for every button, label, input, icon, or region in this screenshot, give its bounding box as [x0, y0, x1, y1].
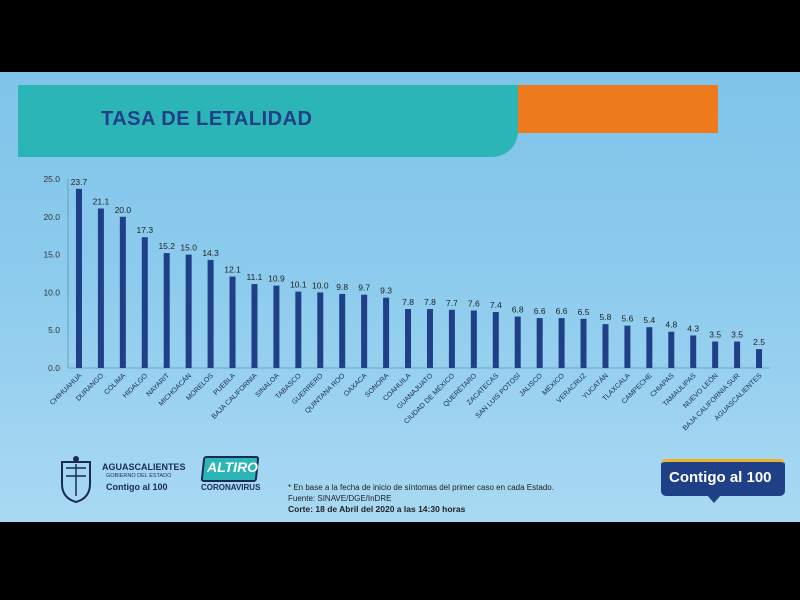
data-label: 9.7 [358, 283, 370, 293]
bar [602, 324, 609, 368]
bar [646, 327, 653, 368]
data-label: 20.0 [115, 205, 132, 215]
bar [339, 293, 346, 368]
ags-contigo: Contigo al 100 [106, 482, 168, 492]
contigo-badge-tail [707, 495, 721, 503]
bar [756, 349, 763, 368]
data-label: 7.4 [490, 300, 502, 310]
x-tick-label: BAJA CALIFORNIA [211, 372, 259, 420]
footer-cut: Corte: 18 de Abril del 2020 a las 14:30 … [288, 504, 466, 514]
data-label: 5.6 [621, 314, 633, 324]
data-label: 3.5 [731, 330, 743, 340]
bar [492, 312, 499, 368]
x-tick-label: HIDALGO [122, 372, 150, 400]
bar [712, 341, 719, 368]
bar [514, 316, 521, 368]
bar [470, 310, 477, 368]
bar [141, 237, 148, 368]
data-label: 23.7 [71, 177, 88, 187]
data-label: 6.5 [578, 307, 590, 317]
contigo-badge: Contigo al 100 [661, 459, 785, 496]
data-label: 7.8 [424, 297, 436, 307]
data-label: 14.3 [202, 248, 219, 258]
x-tick-label: QUINTANA ROO [304, 372, 347, 415]
y-tick-label: 15.0 [43, 250, 60, 260]
data-label: 17.3 [137, 225, 154, 235]
y-tick-label: 10.0 [43, 287, 60, 297]
data-label: 5.4 [643, 315, 655, 325]
bar [163, 253, 170, 368]
data-label: 2.5 [753, 337, 765, 347]
bar [251, 284, 258, 368]
bar [119, 216, 126, 368]
data-label: 6.6 [556, 306, 568, 316]
data-label: 10.0 [312, 280, 329, 290]
bar [229, 276, 236, 368]
data-label: 6.8 [512, 305, 524, 315]
bar [536, 318, 543, 368]
bar [97, 208, 104, 368]
x-tick-label: JALISCO [518, 372, 544, 398]
ags-name: AGUASCALIENTES [102, 462, 186, 472]
bar-chart: 0.05.010.015.020.025.0 23.7CHIHUAHUA21.1D… [43, 174, 770, 432]
bar [426, 309, 433, 368]
y-tick-label: 0.0 [48, 363, 60, 373]
aguascalientes-logo: AGUASCALIENTES GOBIERNO DEL ESTADO Conti… [56, 454, 191, 506]
bar [405, 309, 412, 368]
bar [448, 309, 455, 368]
bar [295, 291, 302, 368]
header-banner [18, 85, 518, 157]
data-label: 3.5 [709, 330, 721, 340]
altiro-text: ALTIRO [207, 459, 259, 475]
slide: TASA DE LETALIDAD 0.0 5.0 10.0 15.0 20.0 25.0… [0, 72, 800, 522]
bar [624, 325, 631, 368]
page-title: TASA DE LETALIDAD [101, 108, 313, 130]
bar [668, 331, 675, 368]
bar [690, 335, 697, 368]
data-label: 7.8 [402, 297, 414, 307]
footer-source: Fuente: SINAVE/DGE/InDRE [288, 494, 392, 503]
data-label: 7.6 [468, 299, 480, 309]
data-label: 11.1 [247, 272, 263, 282]
altiro-logo: ALTIRO CORONAVIRUS [198, 454, 262, 498]
bar [273, 285, 280, 368]
bar [558, 318, 565, 368]
data-label: 15.0 [180, 243, 197, 253]
bar [580, 318, 587, 368]
data-label: 4.8 [665, 320, 677, 330]
data-label: 9.8 [336, 282, 348, 292]
y-tick-label: 25.0 [43, 174, 60, 184]
data-label: 7.7 [446, 298, 458, 308]
data-label: 21.1 [93, 196, 110, 206]
data-label: 6.6 [534, 306, 546, 316]
data-label: 4.3 [687, 323, 699, 333]
data-label: 5.8 [600, 312, 612, 322]
data-label: 12.1 [224, 265, 241, 275]
contigo-badge-text: Contigo al 100 [669, 469, 772, 486]
y-tick-label: 5.0 [48, 325, 60, 335]
altiro-subtext: CORONAVIRUS [201, 483, 261, 492]
data-label: 15.2 [158, 241, 175, 251]
footer-notes: * En base a la fecha de inicio de síntom… [288, 482, 554, 515]
bar [317, 292, 324, 368]
data-label: 10.1 [290, 280, 307, 290]
bar [185, 254, 192, 368]
data-label: 9.3 [380, 286, 392, 296]
bar [75, 188, 82, 368]
bar [207, 259, 214, 368]
ags-subtitle: GOBIERNO DEL ESTADO [106, 473, 172, 479]
data-label: 10.9 [268, 274, 285, 284]
header-orange-bar [505, 85, 718, 133]
coat-of-arms-icon [61, 456, 91, 504]
bar [734, 341, 741, 368]
bar [361, 294, 368, 368]
bar [383, 297, 390, 368]
y-tick-label: 20.0 [43, 212, 60, 222]
footer-note: * En base a la fecha de inicio de síntom… [288, 483, 554, 492]
